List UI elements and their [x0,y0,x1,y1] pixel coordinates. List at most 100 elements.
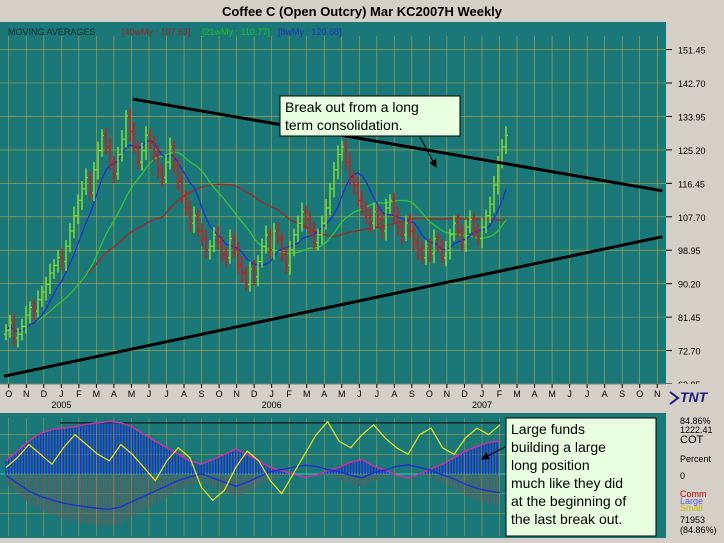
cot-axis-label: 84.86% [680,416,711,426]
price-bar [360,191,364,216]
cot-small-line [5,420,501,502]
price-bar [28,301,32,324]
time-tick-label: O [216,389,223,399]
time-tick-label: M [338,389,346,399]
price-bar [20,318,24,341]
price-bar [156,145,160,179]
time-tick-label: N [654,389,661,399]
price-bar [264,225,268,254]
cot-axis-label: (84.86%) [680,525,717,535]
price-bar [196,209,200,238]
price-bar [476,223,480,247]
price-bar [240,256,244,283]
price-bar [436,232,440,253]
time-tick-label: F [497,389,503,399]
price-bar [344,139,348,170]
price-bar [484,209,488,234]
cot-axis-label: COT [680,434,704,446]
breakout-arrow [419,136,437,168]
price-bar [308,211,312,238]
price-bar [200,223,204,246]
price-bar [172,140,176,175]
price-bar [292,228,296,257]
price-bar [160,163,164,187]
price-axis-panel [666,22,724,384]
price-bar [232,232,236,258]
time-tick-label: A [391,389,397,399]
price-bar [472,213,476,239]
cot-axis-panel [666,413,724,538]
ma-40w-path [5,183,507,332]
price-bar [408,214,412,239]
price-bar [348,152,352,186]
price-bar [92,162,96,202]
time-tick-label: A [602,389,608,399]
price-bar [128,108,132,142]
time-axis-labels: O N D J F M A M J J A S O N D J F M A M J J A S O N D J F M A M J J A S O N20… [5,384,660,410]
price-bar [336,145,340,180]
price-bar [440,238,444,265]
time-tick-label: J [269,389,274,399]
price-bar [116,146,120,180]
cot-axis-label: Comm [680,489,707,499]
price-bar [256,255,260,287]
cot-annotation-line-5: at the beginning of [511,493,626,509]
time-tick-label: J [480,389,485,399]
price-bar [468,210,472,234]
price-bar [44,276,48,301]
price-bar [488,196,492,223]
price-tick-label: 125.20 [678,146,706,156]
ma-8w-line [5,139,507,332]
legend-item-40w: [40wMy : 107.63] [122,27,191,37]
price-bar [84,168,88,195]
price-bar [448,228,452,260]
price-bar [456,214,460,239]
price-bar [464,219,468,252]
price-bar [376,205,380,227]
year-label: 2006 [262,400,282,410]
time-tick-label: S [409,389,415,399]
price-bar [216,225,220,250]
price-bar [492,175,496,213]
price-bar [428,238,432,263]
price-bar [324,198,328,230]
price-bar [176,158,180,191]
price-bar [212,227,216,253]
year-label: 2007 [472,400,492,410]
price-tick-label: 116.45 [678,179,705,189]
price-bar [304,205,308,230]
price-bar [404,215,408,241]
price-bar [296,215,300,243]
cot-axis-label: 0 [680,471,685,481]
price-panel [0,22,666,384]
price-bar [452,215,456,241]
price-bar [352,171,356,195]
ma-40w-line [5,183,507,332]
price-bar [444,240,448,267]
price-bar [356,177,360,207]
cot-arrow [481,446,506,460]
price-bar [48,263,52,294]
price-bar [204,229,208,259]
breakout-annotation-line-1: Break out from a long [285,99,419,115]
price-bar [504,126,508,155]
cot-axis-label: 71953 [680,515,705,525]
time-tick-label: O [426,389,433,399]
cot-comm-line [5,464,501,511]
price-bar [380,211,384,240]
price-bar [400,220,404,245]
price-bar [364,201,368,225]
price-bar [424,240,428,265]
price-bar [36,290,40,318]
price-bar [108,137,112,171]
price-bar [332,162,336,198]
price-bar [268,228,272,259]
price-tick-label: 90.20 [678,280,701,290]
cot-grid [0,418,506,536]
price-bar [280,232,284,262]
time-tick-label: J [59,389,64,399]
price-bar [136,140,140,170]
